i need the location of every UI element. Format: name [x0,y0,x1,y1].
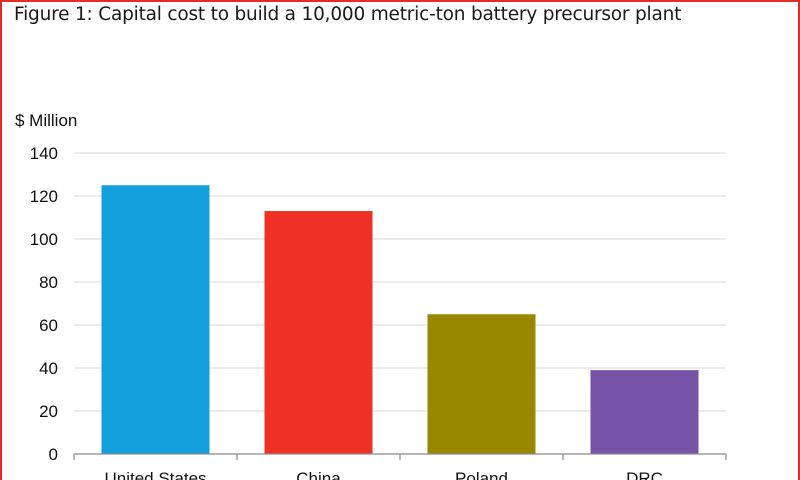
bar-poland [427,314,536,454]
category-label-china: China [296,469,341,480]
chart-title: Figure 1: Capital cost to build a 10,000… [14,4,682,25]
y-tick-label-40: 40 [39,359,58,378]
y-tick-label-80: 80 [39,273,58,292]
y-axis-unit-label: $ Million [15,111,78,130]
x-axis [73,453,727,460]
y-tick-label-60: 60 [39,316,58,335]
y-tick-label-140: 140 [30,144,58,163]
bars [101,185,699,454]
category-label-united-states: United States [104,469,206,480]
y-tick-label-20: 20 [39,402,58,421]
y-tick-label-0: 0 [49,445,58,464]
y-tick-label-120: 120 [30,187,58,206]
category-label-drc: DRC [626,469,663,480]
y-tick-label-100: 100 [30,230,58,249]
category-label-poland: Poland [455,469,508,480]
category-labels: United States China Poland DRC [104,469,662,480]
y-tick-labels: 0 20 40 60 80 100 120 140 [30,144,58,464]
bar-united-states [101,185,210,454]
bar-china [264,211,373,454]
bar-drc [590,370,699,454]
